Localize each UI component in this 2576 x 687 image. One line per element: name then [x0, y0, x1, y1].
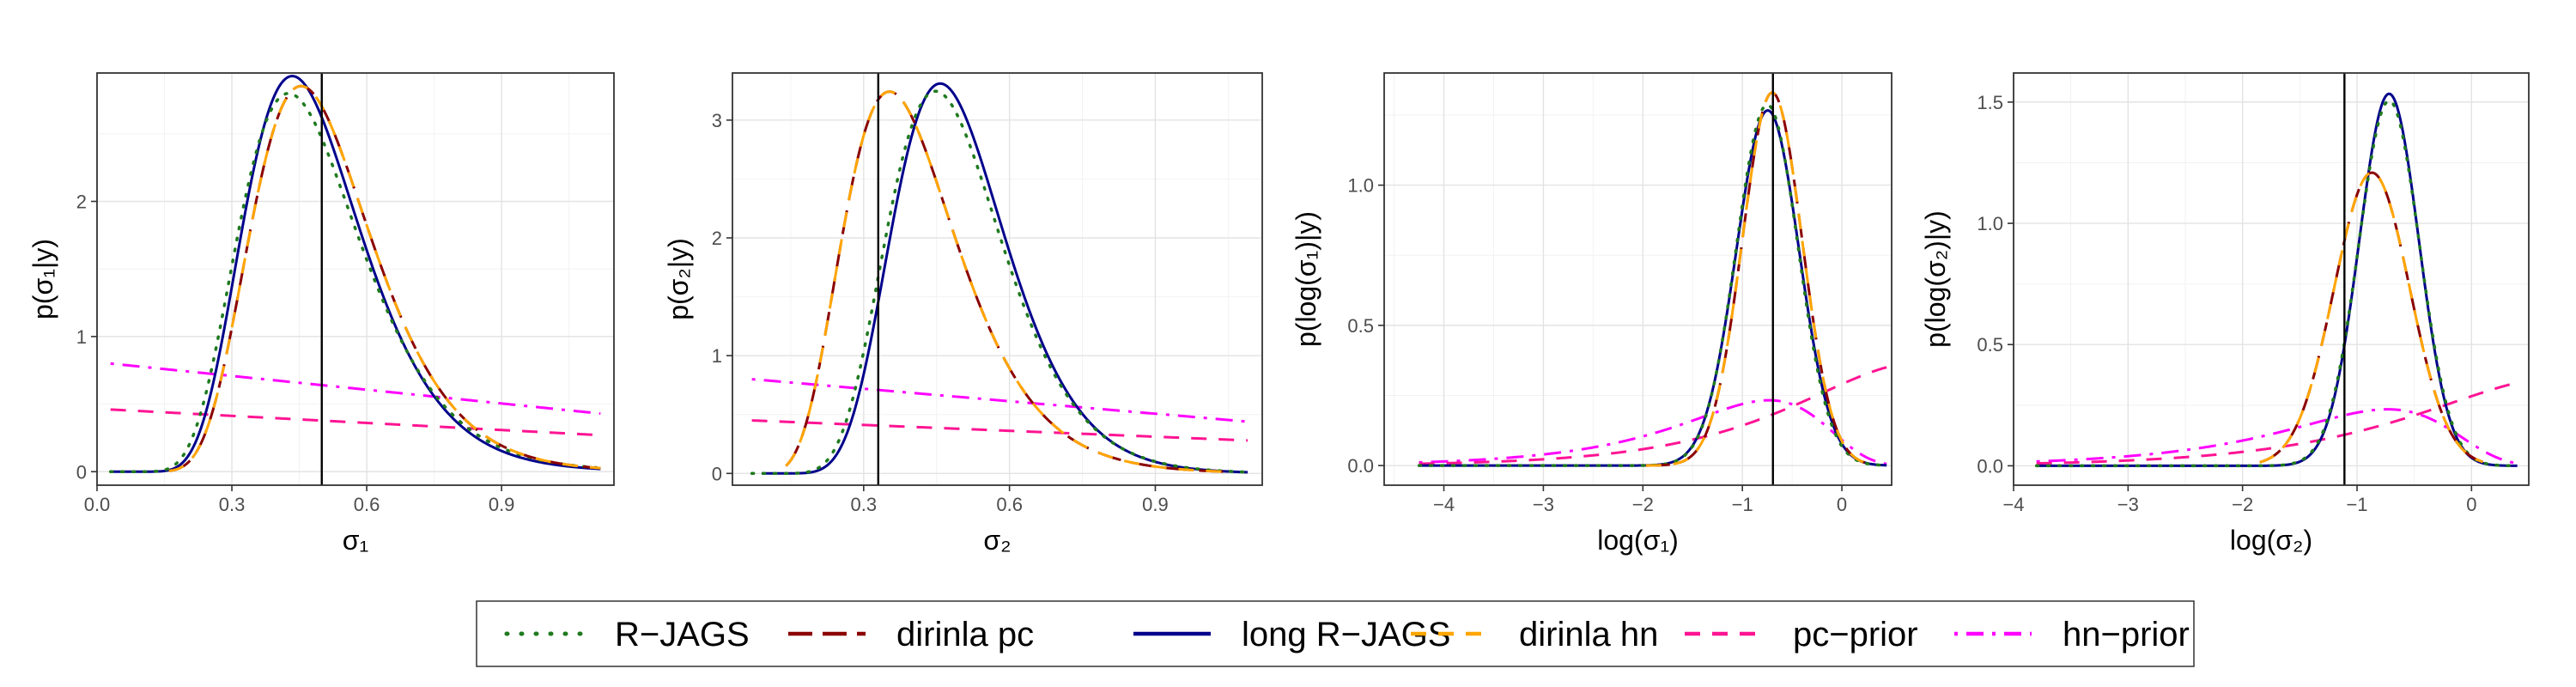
y-tick-label: 1.0 — [1977, 213, 2003, 234]
y-tick-label: 1 — [712, 345, 722, 367]
x-tick-label: −4 — [1433, 494, 1455, 515]
y-tick-label: 2 — [712, 228, 722, 249]
series-line-dirinla-pc — [2258, 171, 2484, 464]
plot-area — [1384, 73, 1892, 485]
x-tick-label: −2 — [1632, 494, 1654, 515]
x-tick-label: −3 — [1533, 494, 1554, 515]
series-group — [750, 82, 1249, 476]
y-tick-label: 0.0 — [1347, 455, 1374, 477]
x-tick-label: 0.9 — [489, 494, 515, 515]
plot-area — [97, 73, 614, 485]
legend-label: dirinla pc — [896, 616, 1034, 654]
series-line-hn-prior — [110, 362, 601, 416]
y-tick-label: 3 — [712, 110, 722, 131]
x-tick-label: 0.6 — [996, 494, 1023, 515]
y-tick-label: 1 — [76, 326, 87, 348]
panel-border — [1383, 72, 1893, 486]
series-line-pc-prior — [751, 419, 1249, 442]
x-tick-label: 0.3 — [219, 494, 246, 515]
series-line-dirinla-hn — [785, 90, 1229, 473]
x-axis-title: σ₂ — [983, 525, 1011, 556]
x-axis-title: log(σ₂) — [2230, 525, 2312, 556]
series-line-hn-prior — [751, 378, 1249, 423]
series-line-r-jags — [750, 89, 1249, 476]
legend-label: dirinla hn — [1519, 616, 1658, 654]
y-tick-label: 0 — [712, 463, 722, 484]
y-tick-label: 2 — [76, 192, 87, 213]
series-line-long-r-jags — [110, 75, 601, 473]
series-line-dirinla-hn — [168, 84, 601, 472]
series-line-hn-prior — [2036, 408, 2518, 465]
x-tick-label: 0.0 — [84, 494, 111, 515]
panel-2: 0.3 0.6 0.9 0 1 2 3 σ₂ p(σ₂|y) — [663, 72, 1263, 556]
legend-box — [476, 600, 2195, 667]
series-line-dirinla-hn — [2258, 171, 2484, 464]
series-line-r-jags — [2034, 99, 2519, 468]
panel-border — [96, 72, 615, 486]
legend-label: R−JAGS — [615, 616, 750, 654]
y-axis-title: p(log(σ₂)|y) — [1920, 210, 1951, 348]
panel-1: 0.0 0.3 0.6 0.9 0 1 2 σ₁ p(σ₁|y) — [27, 72, 615, 556]
y-axis-title: p(log(σ₁)|y) — [1291, 211, 1321, 347]
chart-panels: 0.0 0.3 0.6 0.9 0 1 2 σ₁ p(σ₁|y) 0.3 0.6 0.9 0 1 2 3 σ₂ p… — [27, 72, 2530, 556]
series-line-hn-prior — [1419, 398, 1887, 465]
series-group — [1417, 91, 1888, 467]
panel-border — [2013, 72, 2530, 486]
x-tick-label: 0.3 — [851, 494, 878, 515]
panel-3: −4 −3 −2 −1 0 0.0 0.5 1.0 log(σ₁) p(log(σ₁)|y) — [1291, 72, 1893, 556]
panel-border — [732, 72, 1263, 486]
x-tick-label: −2 — [2232, 494, 2253, 515]
x-tick-label: 0.9 — [1142, 494, 1169, 515]
legend-label: hn−prior — [2063, 616, 2190, 654]
series-group — [2034, 92, 2519, 468]
y-tick-label: 0.5 — [1977, 334, 2003, 356]
x-axis-title: log(σ₁) — [1597, 525, 1679, 556]
series-line-pc-prior — [1419, 366, 1887, 465]
x-tick-label: −1 — [2346, 494, 2367, 515]
x-tick-label: −4 — [2002, 494, 2024, 515]
x-tick-label: −1 — [1732, 494, 1753, 515]
panel-4: −4 −3 −2 −1 0 0.0 0.5 1.0 1.5 log(σ₂) p(log(σ₂)|y) — [1920, 72, 2530, 556]
y-axis-title: p(σ₁|y) — [27, 239, 58, 319]
y-tick-label: 1.5 — [1977, 92, 2003, 113]
legend: R−JAGS dirinla pc long R−JAGS dirinla hn pc−… — [476, 600, 2195, 667]
legend-label: pc−prior — [1793, 616, 1918, 654]
y-tick-label: 1.0 — [1347, 175, 1374, 197]
x-tick-label: 0.6 — [354, 494, 380, 515]
x-axis-title: σ₁ — [343, 525, 369, 556]
y-axis-title: p(σ₂|y) — [663, 238, 694, 320]
series-line-dirinla-hn — [1644, 91, 1868, 467]
x-tick-label: −3 — [2117, 494, 2139, 515]
plot-area — [732, 73, 1262, 485]
y-tick-label: 0.0 — [1977, 455, 2003, 477]
y-tick-label: 0 — [76, 461, 87, 483]
x-tick-label: 0 — [1837, 494, 1847, 515]
y-tick-label: 0.5 — [1347, 315, 1374, 337]
x-tick-label: 0 — [2466, 494, 2476, 515]
series-group — [108, 75, 603, 474]
